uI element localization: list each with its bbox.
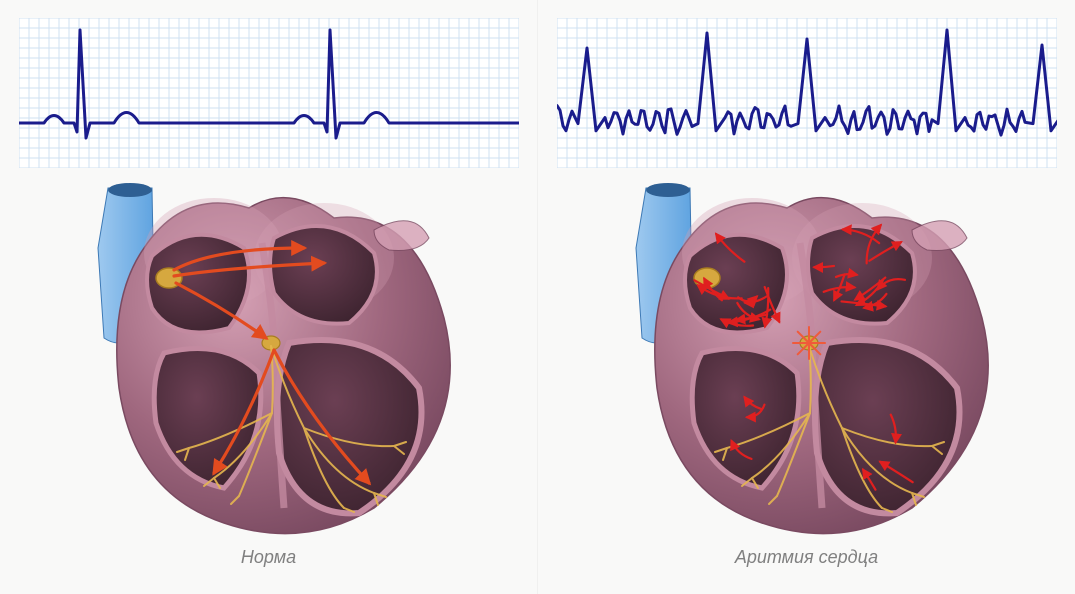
panel-normal: Норма: [0, 0, 537, 594]
panel-arrhythmia: Аритмия сердца: [538, 0, 1075, 594]
heart-diagram-normal: [74, 178, 464, 547]
heart-diagram-arrhythmia: [612, 178, 1002, 547]
panel-label-normal: Норма: [241, 547, 296, 568]
ecg-chart-arrhythmia: [557, 18, 1057, 168]
panel-label-arrhythmia: Аритмия сердца: [735, 547, 878, 568]
figure-wrap: Норма Аритмия сердца: [0, 0, 1075, 594]
ecg-chart-normal: [19, 18, 519, 168]
